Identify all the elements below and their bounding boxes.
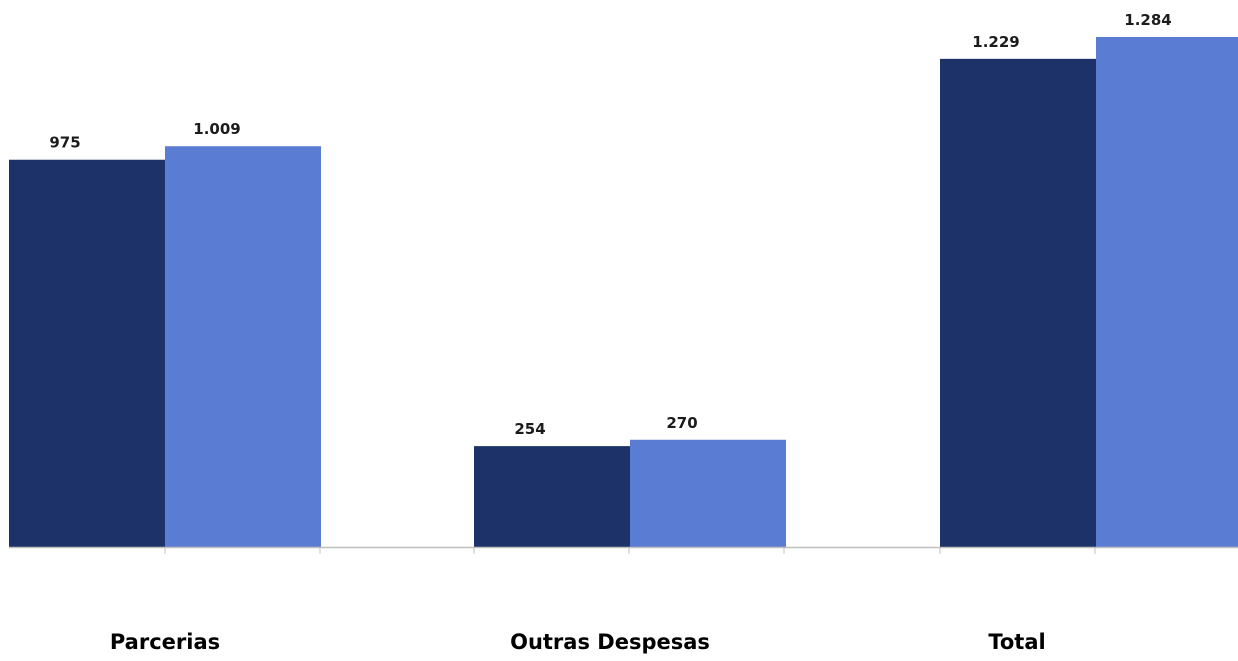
bar-parcerias-series-1 xyxy=(9,159,165,547)
category-label: Total xyxy=(988,630,1045,654)
bar-parcerias-series-2 xyxy=(165,146,321,547)
category-label: Parcerias xyxy=(110,630,220,654)
data-label: 975 xyxy=(49,134,80,152)
category-labels: Parcerias Outras Despesas Total xyxy=(110,630,1046,654)
data-labels-layer: 975 1.009 254 270 1.229 1.284 xyxy=(49,11,1171,438)
data-label: 254 xyxy=(514,420,545,438)
data-label: 1.284 xyxy=(1124,11,1171,29)
bar-outras-despesas-series-2 xyxy=(630,439,786,547)
data-label: 1.009 xyxy=(193,120,240,138)
data-label: 270 xyxy=(666,414,697,432)
bar-outras-despesas-series-1 xyxy=(474,446,630,547)
bars-layer xyxy=(9,37,1238,547)
x-axis xyxy=(9,546,1238,554)
bar-total-series-2 xyxy=(1096,37,1238,547)
bar-total-series-1 xyxy=(940,58,1096,547)
data-label: 1.229 xyxy=(972,33,1019,51)
category-label: Outras Despesas xyxy=(510,630,710,654)
